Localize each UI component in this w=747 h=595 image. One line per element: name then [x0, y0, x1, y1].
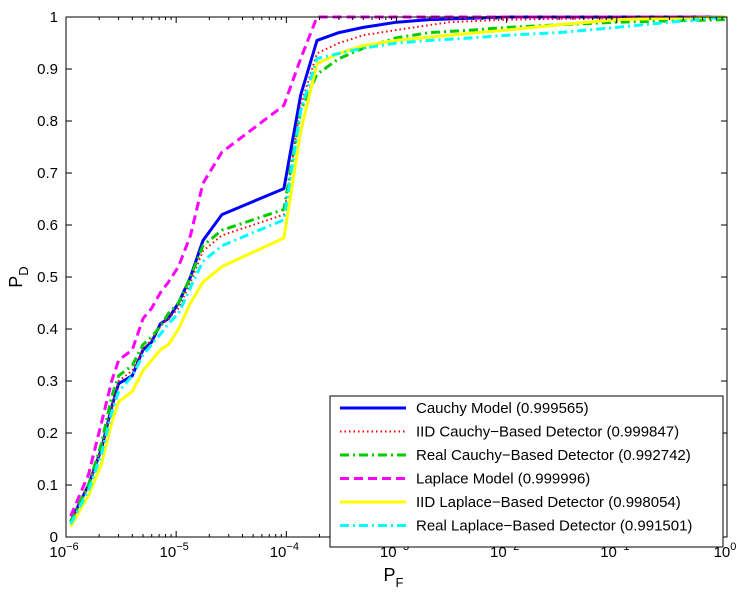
x-tick-label: 100 — [714, 541, 737, 561]
y-tick-label: 0.3 — [37, 373, 58, 390]
legend-label-2: IID Cauchy−Based Detector (0.999847) — [416, 424, 679, 441]
axis-ticks: 10−610−510−410−310−210−110000.10.20.30.4… — [37, 9, 736, 561]
x-axis-label: PF — [384, 565, 404, 590]
legend-label-3: Real Cauchy−Based Detector (0.992742) — [416, 447, 691, 464]
y-tick-label: 0 — [50, 529, 58, 546]
legend-label-6: Real Laplace−Based Detector (0.991501) — [416, 518, 692, 535]
legend-label-1: Cauchy Model (0.999565) — [416, 400, 589, 417]
y-tick-label: 0.2 — [37, 425, 58, 442]
series-line-4 — [69, 15, 727, 517]
x-tick-label: 10−6 — [49, 541, 78, 561]
y-tick-label: 0.7 — [37, 165, 58, 182]
y-tick-label: 0.1 — [37, 477, 58, 494]
y-tick-label: 0.4 — [37, 321, 58, 338]
legend-frame — [329, 395, 724, 548]
y-tick-label: 0.9 — [37, 61, 58, 78]
legend: Cauchy Model (0.999565) IID Cauchy−Based … — [329, 395, 724, 548]
series-line-5 — [69, 15, 727, 528]
y-axis-label: PD — [6, 266, 31, 287]
series-line-3 — [69, 18, 727, 523]
y-tick-label: 1 — [50, 9, 58, 26]
y-tick-label: 0.6 — [37, 217, 58, 234]
plot-series-group — [69, 15, 727, 528]
legend-label-5: IID Laplace−Based Detector (0.998054) — [416, 494, 681, 511]
y-tick-label: 0.5 — [37, 269, 58, 286]
x-tick-label: 10−4 — [270, 541, 299, 561]
series-line-1 — [69, 15, 727, 523]
series-line-6 — [69, 15, 727, 525]
x-tick-label: 10−5 — [160, 541, 189, 561]
series-line-2 — [69, 16, 727, 522]
y-tick-label: 0.8 — [37, 113, 58, 130]
legend-label-4: Laplace Model (0.999996) — [416, 471, 590, 488]
